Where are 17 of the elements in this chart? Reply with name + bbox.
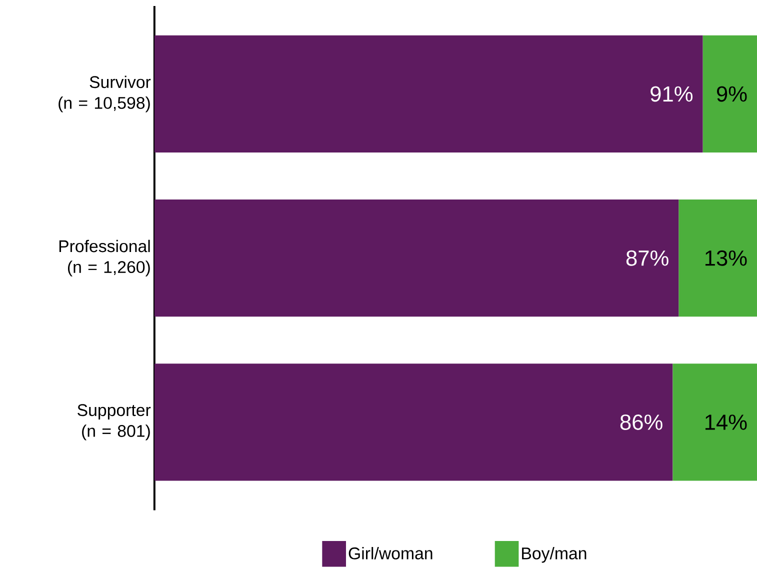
- data-label: 91%: [650, 86, 693, 102]
- legend-label: Boy/man: [522, 547, 586, 563]
- data-label: 14%: [705, 414, 747, 430]
- bar: [154, 36, 703, 153]
- y-tick-label: Survivor (n = 10,598): [58, 76, 151, 112]
- bar: [154, 364, 673, 481]
- data-label: 9%: [717, 86, 747, 102]
- bar: [672, 364, 757, 481]
- bar: [678, 200, 757, 317]
- legend-label: Girl/woman: [348, 547, 432, 560]
- bar: [154, 200, 679, 317]
- data-label: 86%: [620, 414, 662, 430]
- bar: [702, 36, 757, 153]
- y-tick-label: Professional (n = 1,260): [59, 240, 150, 277]
- data-label: 13%: [705, 250, 747, 266]
- y-tick-label: Supporter (n = 801): [78, 404, 151, 440]
- data-label: 87%: [626, 250, 668, 266]
